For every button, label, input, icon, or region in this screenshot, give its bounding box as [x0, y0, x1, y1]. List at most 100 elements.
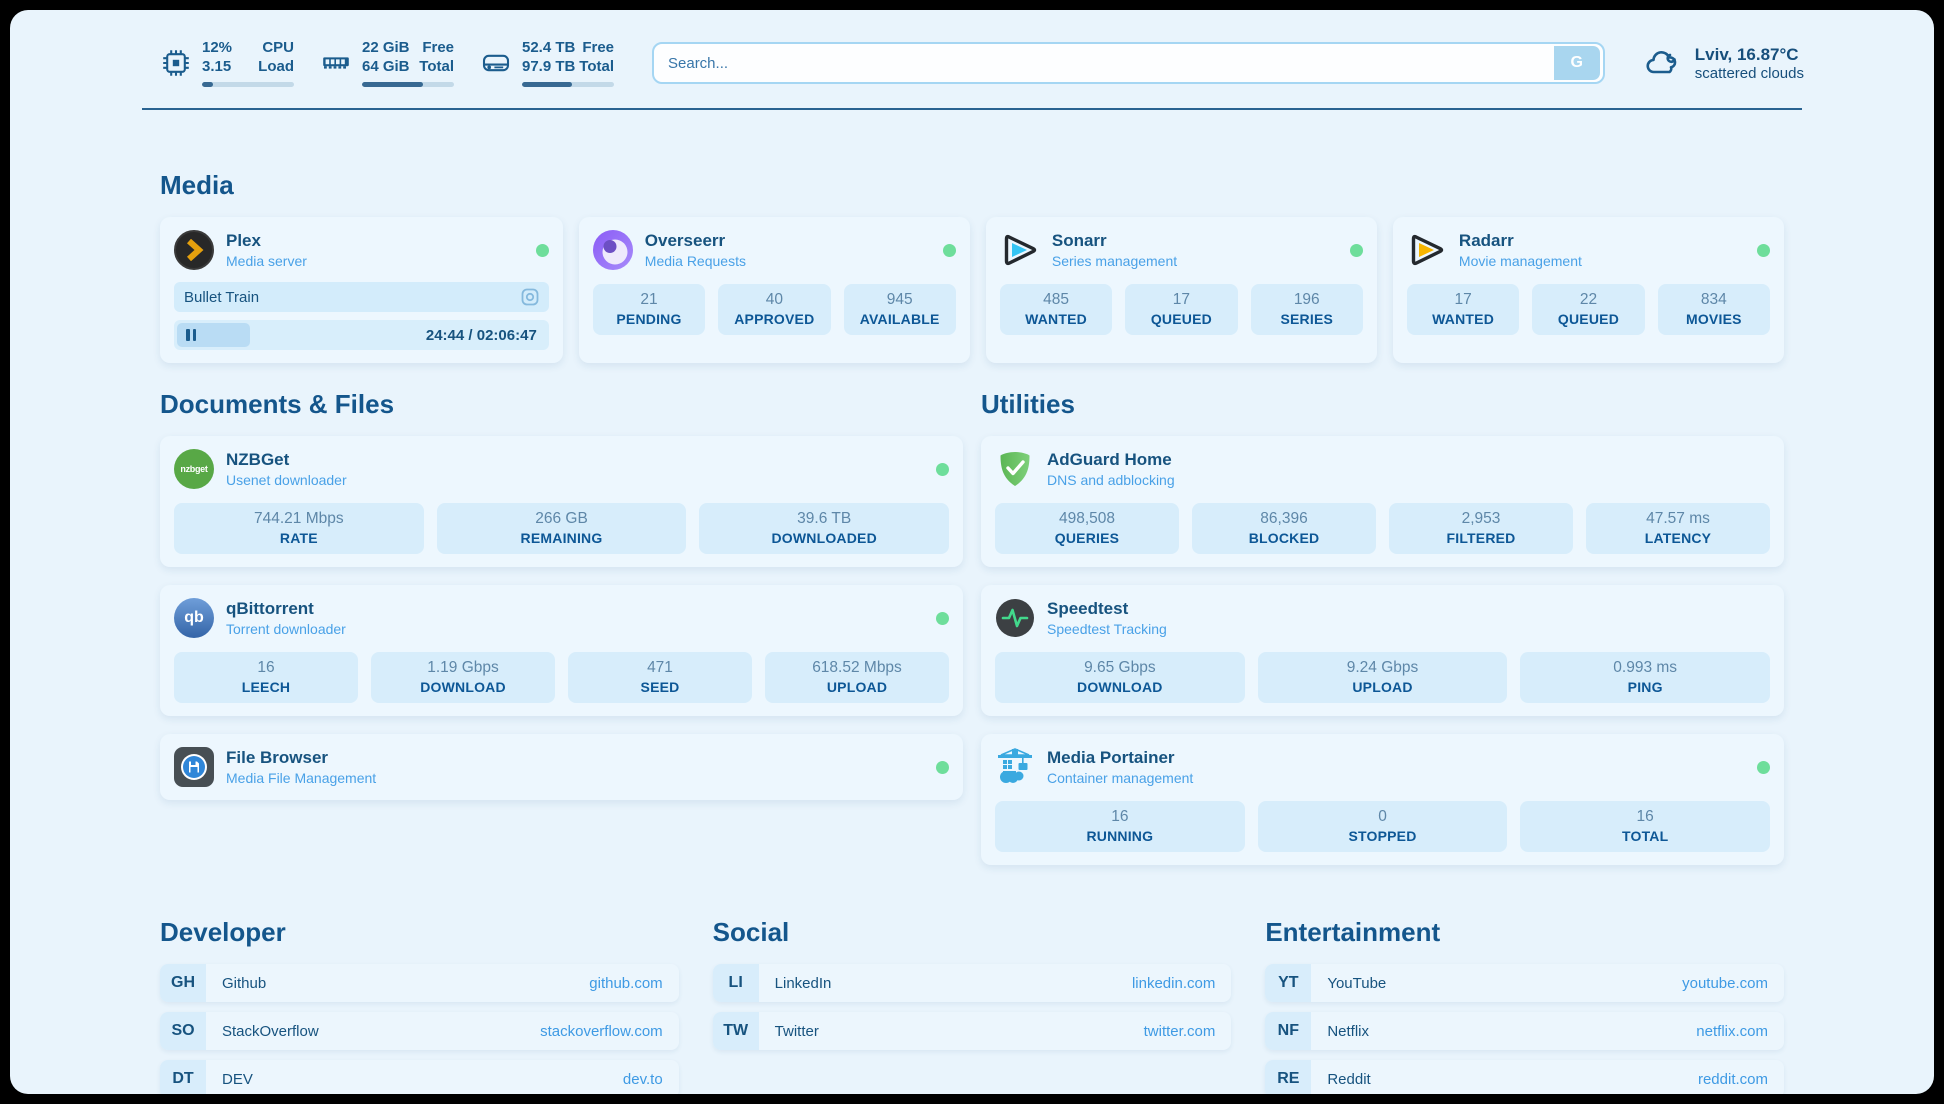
bookmark-youtube[interactable]: YT YouTube youtube.com	[1265, 964, 1784, 1002]
bookmark-url[interactable]: twitter.com	[1143, 1022, 1216, 1040]
cpu-label-2: Load	[258, 58, 294, 75]
stat-pending: 21 PENDING	[592, 284, 706, 335]
memory-total-value: 64 GiB	[362, 58, 410, 75]
bookmark-url[interactable]: reddit.com	[1697, 1070, 1768, 1088]
status-dot	[535, 243, 549, 257]
dashboard-panel: 12% 3.15 CPU Load	[10, 10, 1934, 1094]
memory-metric: 22 GiB 64 GiB Free Total	[320, 39, 454, 87]
portainer-card[interactable]: Media Portainer Container management 16 …	[981, 734, 1784, 865]
bookmark-dev[interactable]: DT DEV dev.to	[160, 1060, 679, 1094]
cpu-label-1: CPU	[262, 39, 294, 57]
weather-widget: Lviv, 16.87°C scattered clouds	[1643, 43, 1804, 83]
portainer-icon	[995, 747, 1035, 787]
stat-downloaded: 39.6 TB DOWNLOADED	[699, 503, 950, 554]
app-name: AdGuard Home	[1047, 450, 1172, 469]
qbittorrent-card[interactable]: qb qBittorrent Torrent downloader 16	[160, 585, 963, 716]
bookmark-url[interactable]: dev.to	[622, 1070, 663, 1088]
filebrowser-icon	[174, 747, 214, 787]
camera-icon[interactable]	[521, 288, 539, 306]
media-grid: Plex Media server Bullet Train	[160, 217, 1784, 363]
bookmark-abbr: RE	[1265, 1060, 1312, 1094]
stat-upload: 9.24 Gbps UPLOAD	[1257, 652, 1508, 703]
bookmark-name: LinkedIn	[774, 974, 832, 992]
bookmark-name: YouTube	[1327, 974, 1387, 992]
status-dot	[936, 611, 949, 625]
status-dot	[1349, 243, 1363, 257]
stat-series: 196 SERIES	[1250, 284, 1363, 335]
filebrowser-card[interactable]: File Browser Media File Management	[160, 734, 963, 800]
bookmark-name: Github	[222, 974, 267, 992]
plex-card[interactable]: Plex Media server Bullet Train	[160, 217, 563, 363]
radarr-card[interactable]: Radarr Movie management 17 WANTED 22 QUE…	[1392, 217, 1784, 363]
stat-upload: 618.52 Mbps UPLOAD	[765, 652, 949, 703]
speedtest-card[interactable]: Speedtest Speedtest Tracking 9.65 Gbps D…	[981, 585, 1784, 716]
bookmark-twitter[interactable]: TW Twitter twitter.com	[712, 1012, 1232, 1050]
bookmark-url[interactable]: youtube.com	[1682, 974, 1768, 992]
developer-column: Developer GH Github github.com SO StackO…	[160, 917, 679, 1094]
bookmark-name: Reddit	[1327, 1070, 1371, 1088]
app-subtitle: Media Requests	[644, 253, 746, 269]
app-name: Media Portainer	[1047, 748, 1175, 767]
app-name: Speedtest	[1047, 599, 1129, 618]
stat-filtered: 2,953 FILTERED	[1389, 503, 1573, 554]
utilities-column: Utilities	[981, 389, 1784, 865]
bookmark-github[interactable]: GH Github github.com	[160, 964, 679, 1002]
bookmark-name: StackOverflow	[222, 1022, 319, 1040]
search-bar[interactable]: G	[652, 42, 1605, 84]
stat-download: 9.65 Gbps DOWNLOAD	[995, 652, 1245, 703]
app-name: qBittorrent	[226, 599, 314, 618]
bookmark-abbr: SO	[160, 1012, 206, 1050]
stat-queued: 22 QUEUED	[1532, 284, 1645, 335]
status-dot	[942, 243, 956, 257]
bookmark-linkedin[interactable]: LI LinkedIn linkedin.com	[712, 964, 1232, 1002]
bookmark-abbr: DT	[160, 1060, 206, 1094]
stat-blocked: 86,396 BLOCKED	[1192, 503, 1376, 554]
app-subtitle: DNS and adblocking	[1047, 472, 1175, 488]
app-name: File Browser	[226, 748, 329, 767]
cpu-metric: 12% 3.15 CPU Load	[160, 39, 294, 87]
app-name: Overseerr	[644, 231, 726, 250]
search-engine-button[interactable]: G	[1553, 46, 1600, 80]
sonarr-icon	[1000, 230, 1040, 270]
app-name: NZBGet	[226, 450, 290, 469]
storage-total-value: 97.9 TB	[522, 58, 576, 75]
bookmark-name: Netflix	[1327, 1022, 1370, 1040]
playback-progress-bar: 24:44 / 02:06:47	[174, 320, 549, 350]
app-subtitle: Torrent downloader	[226, 621, 346, 637]
stat-movies: 834 MOVIES	[1657, 284, 1770, 335]
section-title-entertainment: Entertainment	[1265, 917, 1441, 947]
memory-free-value: 22 GiB	[362, 39, 410, 57]
stat-remaining: 266 GB REMAINING	[436, 503, 687, 554]
social-column: Social LI LinkedIn linkedin.com TW Twitt…	[712, 917, 1232, 1094]
bookmark-reddit[interactable]: RE Reddit reddit.com	[1265, 1060, 1784, 1094]
top-bar: 12% 3.15 CPU Load	[160, 34, 1804, 92]
bookmark-url[interactable]: stackoverflow.com	[540, 1022, 663, 1040]
adguard-card[interactable]: AdGuard Home DNS and adblocking 498,508 …	[981, 436, 1784, 567]
app-name: Plex	[226, 231, 261, 250]
cpu-percent: 12%	[202, 39, 233, 57]
section-title-social: Social	[712, 917, 790, 947]
overseerr-icon	[592, 230, 633, 270]
sonarr-card[interactable]: Sonarr Series management 485 WANTED 17 Q…	[985, 217, 1377, 363]
overseerr-card[interactable]: Overseerr Media Requests 21 PENDING 40 A…	[578, 217, 970, 363]
bookmark-abbr: LI	[712, 964, 759, 1002]
nzbget-card[interactable]: nzbget NZBGet Usenet downloader 744.21 M…	[160, 436, 963, 567]
bookmark-netflix[interactable]: NF Netflix netflix.com	[1265, 1012, 1784, 1050]
header-divider	[142, 108, 1802, 110]
stat-seed: 471 SEED	[568, 652, 752, 703]
weather-condition: scattered clouds	[1694, 64, 1804, 82]
storage-progress-bar	[522, 81, 614, 87]
section-title-media: Media	[160, 170, 234, 200]
memory-label-2: Total	[419, 58, 454, 75]
stat-leech: 16 LEECH	[174, 652, 358, 703]
storage-metric: 52.4 TB 97.9 TB Free Total	[480, 39, 614, 87]
search-input[interactable]	[668, 54, 1554, 72]
bookmark-url[interactable]: github.com	[589, 974, 663, 992]
speedtest-icon	[995, 598, 1035, 638]
pause-icon	[186, 329, 196, 341]
bookmark-stackoverflow[interactable]: SO StackOverflow stackoverflow.com	[160, 1012, 679, 1050]
bookmark-url[interactable]: netflix.com	[1696, 1022, 1768, 1040]
stat-available: 945 AVAILABLE	[843, 284, 956, 335]
bookmark-url[interactable]: linkedin.com	[1131, 974, 1216, 992]
status-dot	[936, 462, 949, 476]
